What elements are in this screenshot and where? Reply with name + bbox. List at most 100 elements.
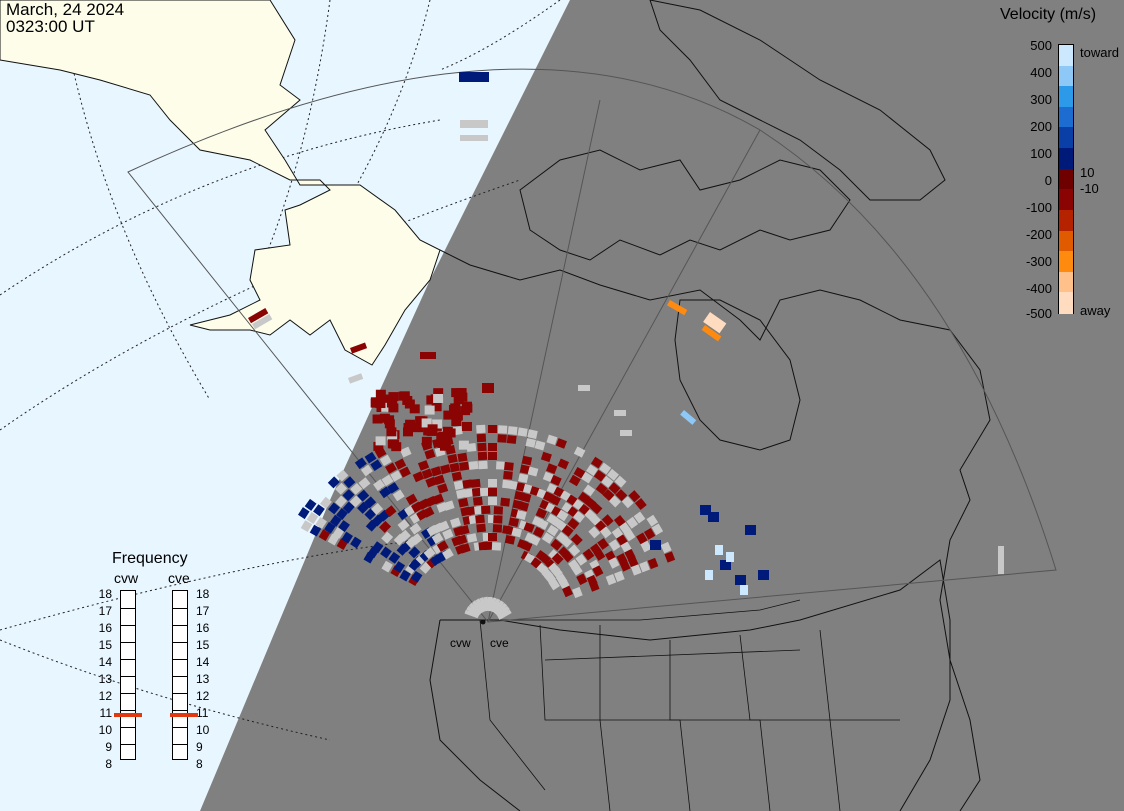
echo-cell: [497, 609, 512, 620]
political-borders: [440, 599, 900, 811]
echo-cell: [496, 605, 510, 618]
echo-cell: [297, 507, 310, 520]
frequency-tick-right: 16: [196, 621, 210, 635]
echo-cell: [420, 352, 436, 359]
echo-cell: [309, 524, 322, 537]
echo-cell: [640, 540, 652, 553]
frequency-tick-right: 10: [196, 723, 210, 737]
echo-cell: [650, 540, 661, 550]
echo-cell: [527, 429, 538, 440]
echo-cell: [488, 597, 492, 611]
echo-cell: [468, 460, 479, 470]
echo-cell: [575, 553, 588, 566]
echo-cell: [424, 405, 435, 415]
echo-cell: [503, 470, 513, 480]
echo-cell: [350, 536, 362, 549]
echo-cell: [546, 524, 559, 537]
site-label-cve: cve: [490, 636, 509, 650]
echo-cell: [460, 120, 488, 128]
color-bar-segment: [1059, 292, 1073, 314]
frequency-cell: [173, 744, 187, 761]
map-date: March, 24 2024: [6, 0, 125, 19]
velocity-tick: -400: [1025, 281, 1052, 296]
echo-cell: [357, 489, 370, 502]
echo-cell: [619, 522, 631, 535]
echo-cell: [437, 520, 450, 532]
echo-cell: [443, 410, 454, 420]
echo-cell: [386, 427, 397, 437]
echo-cell: [488, 497, 497, 505]
echo-cell: [398, 391, 409, 401]
echo-cell: [476, 424, 486, 434]
echo-cell: [432, 493, 445, 505]
echo-cell: [423, 547, 436, 560]
echo-cell: [647, 557, 659, 570]
frequency-cell: [173, 608, 187, 625]
echo-cell: [385, 462, 397, 474]
echo-cell: [433, 474, 446, 486]
color-bar-segment: [1059, 86, 1073, 108]
echo-cell: [464, 609, 480, 619]
echo-cell: [588, 526, 601, 539]
echo-cell: [483, 541, 493, 551]
echo-cell: [381, 531, 394, 544]
echo-cell: [667, 299, 688, 316]
echo-cell: [436, 432, 447, 442]
echo-cell: [571, 563, 583, 576]
echo-cell: [306, 512, 319, 524]
velocity-tick: 400: [1030, 65, 1052, 80]
echo-cell: [381, 402, 392, 412]
frequency-marker-cve: [170, 713, 198, 717]
echo-cell: [437, 483, 449, 494]
echo-cell: [550, 474, 562, 486]
color-bar-segment: [1059, 127, 1073, 150]
frequency-radar-cvw: cvw: [114, 570, 139, 586]
echo-cell: [493, 506, 504, 515]
echo-cell: [703, 312, 727, 334]
frequency-tick-left: 11: [99, 706, 112, 720]
echo-cell: [493, 600, 504, 615]
echo-cell: [608, 495, 621, 508]
echo-cell: [410, 570, 423, 583]
frequency-tick-right: 17: [196, 604, 210, 618]
echo-cell: [500, 497, 511, 507]
echo-cell: [680, 409, 697, 425]
echo-cell: [582, 548, 595, 561]
echo-cell: [468, 602, 483, 615]
echo-cell: [458, 497, 469, 508]
echo-cell: [503, 461, 514, 471]
echo-cell: [614, 475, 627, 488]
echo-cell: [660, 541, 672, 554]
echo-cell: [432, 419, 443, 429]
echo-cell: [613, 515, 626, 528]
echo-cell: [409, 404, 420, 414]
echo-cell: [373, 479, 386, 491]
echo-cell: [417, 460, 430, 471]
echo-cell: [627, 556, 639, 568]
echo-cell: [248, 308, 269, 324]
echo-cell: [493, 515, 503, 524]
echo-cell: [381, 560, 393, 573]
night-shading: [200, 0, 1124, 811]
color-bar-segment: [1059, 65, 1073, 88]
echo-cell: [375, 399, 386, 409]
frequency-cell: [173, 659, 187, 676]
echo-cell: [329, 514, 342, 527]
echo-cell: [433, 388, 444, 398]
frequency-tick-right: 15: [196, 638, 210, 652]
echo-cell: [408, 546, 421, 559]
echo-cell: [424, 448, 436, 460]
echo-cell: [479, 487, 490, 497]
echo-cell: [614, 410, 626, 416]
echo-cell: [568, 544, 581, 557]
echo-cell: [546, 463, 558, 474]
frequency-cell: [173, 693, 187, 710]
echo-cell: [520, 492, 532, 503]
echo-cell: [410, 533, 423, 546]
echo-cell: [459, 461, 470, 471]
velocity-tick: -500: [1025, 306, 1052, 321]
color-bar-segment: [1059, 189, 1073, 211]
echo-cell: [431, 402, 442, 412]
frequency-cell: [173, 727, 187, 744]
echo-cell: [532, 526, 545, 538]
